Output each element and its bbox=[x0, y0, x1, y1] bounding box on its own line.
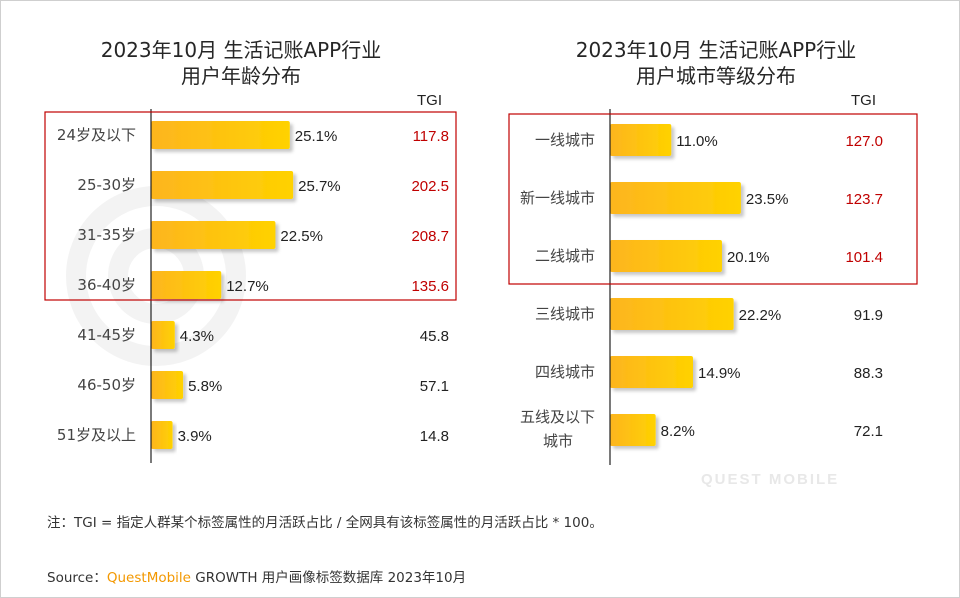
age-category-label: 25-30岁 bbox=[77, 176, 136, 194]
age-bar bbox=[151, 171, 294, 199]
source-text: GROWTH 用户画像标签数据库 2023年10月 bbox=[195, 570, 467, 586]
city-category-label-line: 五线及以下 bbox=[520, 408, 595, 426]
age-category-label: 41-45岁 bbox=[77, 326, 136, 344]
source-prefix: Source： bbox=[47, 570, 107, 586]
city-tgi-value: 101.4 bbox=[845, 249, 883, 266]
city-tgi-value: 127.0 bbox=[845, 133, 883, 150]
city-chart-title: 2023年10月 生活记账APP行业 用户城市等级分布 bbox=[516, 37, 916, 89]
city-bar bbox=[610, 356, 693, 388]
city-chart-title-line1: 2023年10月 生活记账APP行业 bbox=[575, 38, 857, 62]
age-highlight-box bbox=[44, 111, 457, 301]
city-bar bbox=[610, 414, 656, 446]
age-bar bbox=[151, 221, 276, 249]
source-line: Source：QuestMobile GROWTH 用户画像标签数据库 2023… bbox=[47, 566, 466, 586]
age-bar bbox=[151, 421, 173, 449]
city-bar bbox=[610, 124, 672, 156]
city-row: 四线城市 14.9% 88.3 bbox=[535, 356, 883, 388]
city-bar bbox=[610, 298, 734, 330]
age-tgi-value: 202.5 bbox=[411, 178, 449, 195]
age-bar bbox=[151, 371, 184, 399]
age-category-label: 46-50岁 bbox=[77, 376, 136, 394]
city-value-label: 11.0% bbox=[676, 133, 717, 150]
city-chart-title-line2: 用户城市等级分布 bbox=[636, 64, 796, 88]
age-value-label: 12.7% bbox=[226, 278, 269, 295]
age-row: 46-50岁 5.8% 57.1 bbox=[77, 371, 449, 399]
age-value-label: 22.5% bbox=[280, 228, 323, 245]
age-chart: 24岁及以下 25.1% 117.8 25-30岁 25.7% 202.5 31-35岁 22… bbox=[44, 109, 457, 463]
age-row: 24岁及以下 25.1% 117.8 bbox=[57, 121, 449, 149]
city-tgi-value: 88.3 bbox=[854, 365, 883, 382]
age-row: 51岁及以上 3.9% 14.8 bbox=[57, 421, 449, 449]
city-category-label: 二线城市 bbox=[535, 247, 595, 265]
city-row: 新一线城市 23.5% 123.7 bbox=[520, 182, 883, 214]
age-tgi-header: TGI bbox=[417, 92, 442, 109]
city-row: 二线城市 20.1% 101.4 bbox=[535, 240, 883, 272]
source-brand: QuestMobile bbox=[106, 570, 191, 586]
city-category-label: 四线城市 bbox=[535, 363, 595, 381]
age-category-label: 36-40岁 bbox=[77, 276, 136, 294]
city-chart: 一线城市 11.0% 127.0 新一线城市 23.5% 123.7 二线城市 20.1% 10… bbox=[508, 109, 918, 465]
city-bar bbox=[610, 240, 722, 272]
age-tgi-value: 14.8 bbox=[420, 428, 449, 445]
city-value-label: 8.2% bbox=[661, 423, 695, 440]
city-category-label-line: 城市 bbox=[543, 432, 573, 450]
age-tgi-value: 45.8 bbox=[420, 328, 449, 345]
age-chart-title-line1: 2023年10月 生活记账APP行业 bbox=[100, 38, 382, 62]
watermark-text: QUEST MOBILE bbox=[701, 471, 840, 488]
age-row: 25-30岁 25.7% 202.5 bbox=[77, 171, 449, 199]
city-tgi-value: 123.7 bbox=[845, 191, 883, 208]
footnote: 注：TGI = 指定人群某个标签属性的月活跃占比 / 全网具有该标签属性的月活跃… bbox=[47, 515, 603, 531]
age-row: 36-40岁 12.7% 135.6 bbox=[77, 271, 449, 299]
age-bar bbox=[151, 271, 222, 299]
age-category-label: 31-35岁 bbox=[77, 226, 136, 244]
city-highlight-box bbox=[508, 113, 918, 285]
city-tgi-value: 91.9 bbox=[854, 307, 883, 324]
age-value-label: 5.8% bbox=[188, 378, 222, 395]
age-value-label: 3.9% bbox=[178, 428, 212, 445]
age-bar bbox=[151, 321, 175, 349]
city-value-label: 23.5% bbox=[746, 191, 789, 208]
city-bar bbox=[610, 182, 741, 214]
age-tgi-value: 208.7 bbox=[411, 228, 449, 245]
age-tgi-value: 117.8 bbox=[413, 128, 449, 145]
city-row: 一线城市 11.0% 127.0 bbox=[535, 124, 883, 156]
age-value-label: 25.7% bbox=[298, 178, 341, 195]
city-value-label: 22.2% bbox=[739, 307, 782, 324]
city-value-label: 14.9% bbox=[698, 365, 741, 382]
city-category-label: 新一线城市 bbox=[520, 189, 595, 207]
age-category-label: 51岁及以上 bbox=[57, 426, 136, 444]
city-tgi-value: 72.1 bbox=[854, 423, 883, 440]
age-category-label: 24岁及以下 bbox=[57, 126, 136, 144]
age-value-label: 4.3% bbox=[180, 328, 214, 345]
city-tgi-header: TGI bbox=[851, 92, 876, 109]
city-category-label: 三线城市 bbox=[535, 305, 595, 323]
age-value-label: 25.1% bbox=[295, 128, 338, 145]
charts-svg: 24岁及以下 25.1% 117.8 25-30岁 25.7% 202.5 31-35岁 22… bbox=[44, 109, 918, 465]
age-chart-title: 2023年10月 生活记账APP行业 用户年龄分布 bbox=[41, 37, 441, 89]
age-chart-title-line2: 用户年龄分布 bbox=[181, 64, 301, 88]
age-bar bbox=[151, 121, 290, 149]
age-tgi-value: 57.1 bbox=[420, 378, 449, 395]
age-row: 41-45岁 4.3% 45.8 bbox=[77, 321, 449, 349]
age-row: 31-35岁 22.5% 208.7 bbox=[77, 221, 449, 249]
age-tgi-value: 135.6 bbox=[411, 278, 449, 295]
city-category-label: 一线城市 bbox=[535, 131, 595, 149]
city-row: 三线城市 22.2% 91.9 bbox=[535, 298, 883, 330]
city-value-label: 20.1% bbox=[727, 249, 770, 266]
